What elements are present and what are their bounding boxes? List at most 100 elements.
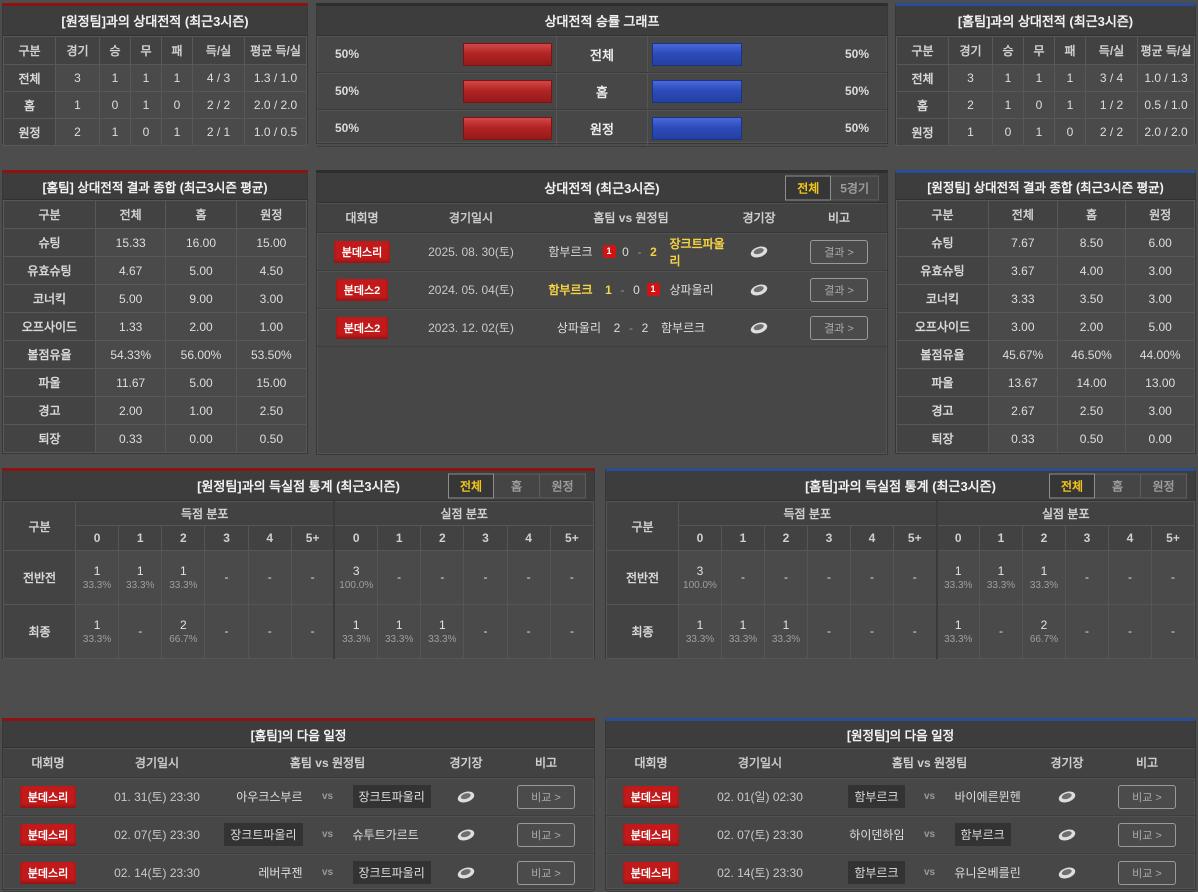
stadium-icon[interactable]: [1056, 827, 1078, 843]
stat-cell: 2.67: [988, 396, 1058, 425]
home-h2h-table: 구분 경기 승 무 패 득/실 평균 득/실 전체 3 1 1 1 3 / 4 …: [896, 36, 1195, 146]
compare-button[interactable]: 비교 >: [517, 860, 575, 885]
col-header: 경기: [948, 36, 993, 65]
league-cell: 분데스리: [3, 861, 93, 884]
col-header: 무: [1023, 36, 1055, 65]
stadium-icon[interactable]: [748, 320, 770, 336]
stadium-icon[interactable]: [748, 282, 770, 298]
stat-cell: 2 / 1: [192, 118, 245, 146]
tab-all[interactable]: 전체: [1049, 473, 1095, 498]
team-name-text: 바이에른뮌헨: [954, 790, 1021, 804]
stat-cell: 1: [99, 64, 131, 92]
category-label: 원정: [556, 110, 648, 146]
tab-home[interactable]: 홈: [1095, 473, 1141, 498]
stat-cell: 15.33: [94, 228, 167, 257]
stat-cell: 3.00: [1125, 256, 1195, 285]
count: -: [1171, 570, 1175, 584]
col-header: 구분: [896, 200, 989, 229]
stat-cell: 2.50: [1056, 396, 1127, 425]
match-date: 2025. 08. 30(토): [428, 245, 514, 259]
tab-away[interactable]: 원정: [540, 473, 586, 498]
stadium-icon[interactable]: [455, 789, 477, 805]
panel-title-text: [원정팀] 상대전적 결과 종합 (최근3시즌 평균): [927, 180, 1164, 195]
tab-away[interactable]: 원정: [1141, 473, 1187, 498]
dist-cell: -: [893, 604, 937, 659]
venue-cell: [727, 320, 791, 336]
stat-cell: 3.00: [1125, 284, 1195, 313]
count: 2: [1040, 617, 1048, 632]
count: -: [526, 570, 531, 584]
compare-button[interactable]: 비교 >: [1118, 860, 1176, 885]
category-label: 전체: [556, 36, 648, 72]
stat-cell: 0.50: [1056, 424, 1127, 453]
stadium-icon[interactable]: [748, 244, 770, 260]
row-label: 유효슈팅: [896, 256, 989, 285]
team-name-text: 슈투트가르트: [352, 828, 419, 842]
venue-cell: [1035, 865, 1099, 881]
schedule-row: 분데스리 02. 14(토) 23:30 함부르크 vs 유니온베를린 비교 >: [606, 854, 1195, 892]
compare-button[interactable]: 비교 >: [517, 822, 575, 847]
count: -: [483, 570, 488, 584]
tab-home[interactable]: 홈: [494, 473, 540, 498]
home-team-name: 아우크스부르: [221, 788, 311, 805]
score-col: 4: [850, 525, 894, 551]
stat-cell: 1.00: [165, 396, 237, 425]
match-teams: 레버쿠젠 vs 장크트파울리: [221, 861, 434, 884]
stat-cell: 0.00: [1125, 424, 1195, 453]
home-team-name: 레버쿠젠: [221, 864, 311, 881]
stat-cell: 2.0 / 2.0: [1137, 118, 1195, 146]
count: 1: [1040, 563, 1048, 578]
away-team-name: 상파울리: [669, 283, 714, 297]
dist-cell: -: [420, 550, 465, 605]
tab-5games[interactable]: 5경기: [831, 175, 879, 200]
stadium-icon[interactable]: [1056, 789, 1078, 805]
away-team-name: 함부르크: [661, 321, 706, 335]
header-teams: 홈팀 vs 원정팀: [593, 211, 669, 225]
action-cell: 비교 >: [1099, 860, 1195, 885]
count: 3: [696, 563, 704, 578]
row-label: 전체: [896, 64, 949, 92]
panel-title: [홈팀]과의 득실점 통계 (최근3시즌) 전체 홈 원정: [606, 471, 1195, 501]
list-header: 대회명 경기일시 홈팀 vs 원정팀 경기장 비고: [606, 748, 1195, 778]
row-label: 원정: [896, 118, 949, 146]
league-badge: 분데스2: [335, 278, 389, 301]
compare-button[interactable]: 비교 >: [517, 784, 575, 809]
compare-button[interactable]: 비교 >: [1118, 822, 1176, 847]
match-teams: 함부르크 1 0 - 2 장크트파울리: [535, 235, 727, 269]
result-button[interactable]: 결과 >: [810, 277, 868, 302]
focus-team: 장크트파울리: [352, 785, 431, 808]
stadium-icon[interactable]: [1056, 865, 1078, 881]
venue-cell: [727, 244, 791, 260]
panel-title: 상대전적 승률 그래프: [317, 6, 887, 36]
score-col: 4: [506, 525, 551, 551]
count: 1: [696, 617, 704, 632]
venue-cell: [727, 282, 791, 298]
left-percent-label: 50%: [334, 121, 360, 135]
stadium-icon[interactable]: [455, 827, 477, 843]
col-header: 원정: [235, 200, 308, 229]
row-label: 볼점유율: [896, 340, 989, 369]
tab-all[interactable]: 전체: [448, 473, 494, 498]
header-note: 비고: [827, 211, 851, 225]
home-team-name: 상파울리: [556, 321, 601, 335]
stat-cell: 1: [99, 118, 131, 146]
col-header: 구분: [3, 200, 96, 229]
match-row: 분데스2 2024. 05. 04(토) 함부르크 1 - 0 1 상파울리 결…: [317, 271, 887, 309]
score-col: 3: [807, 525, 851, 551]
focus-team: 장크트파울리: [352, 861, 431, 884]
stadium-icon[interactable]: [455, 865, 477, 881]
away-h2h-table: 구분 경기 승 무 패 득/실 평균 득/실 전체 3 1 1 1 4 / 3 …: [3, 36, 307, 146]
home-team-name: 장크트파울리: [221, 823, 311, 846]
count: -: [784, 570, 788, 584]
compare-button[interactable]: 비교 >: [1118, 784, 1176, 809]
focus-team: 장크트파울리: [224, 823, 303, 846]
row-label: 홈: [896, 91, 949, 119]
vs-label: vs: [923, 829, 936, 840]
table-row: 오프사이드 1.33 2.00 1.00: [3, 312, 308, 341]
count: 3: [352, 563, 360, 578]
stat-cell: 2: [948, 91, 993, 119]
tab-all[interactable]: 전체: [785, 175, 832, 200]
result-button[interactable]: 결과 >: [810, 315, 868, 340]
action-cell: 비교 >: [1099, 784, 1195, 809]
result-button[interactable]: 결과 >: [810, 239, 868, 264]
